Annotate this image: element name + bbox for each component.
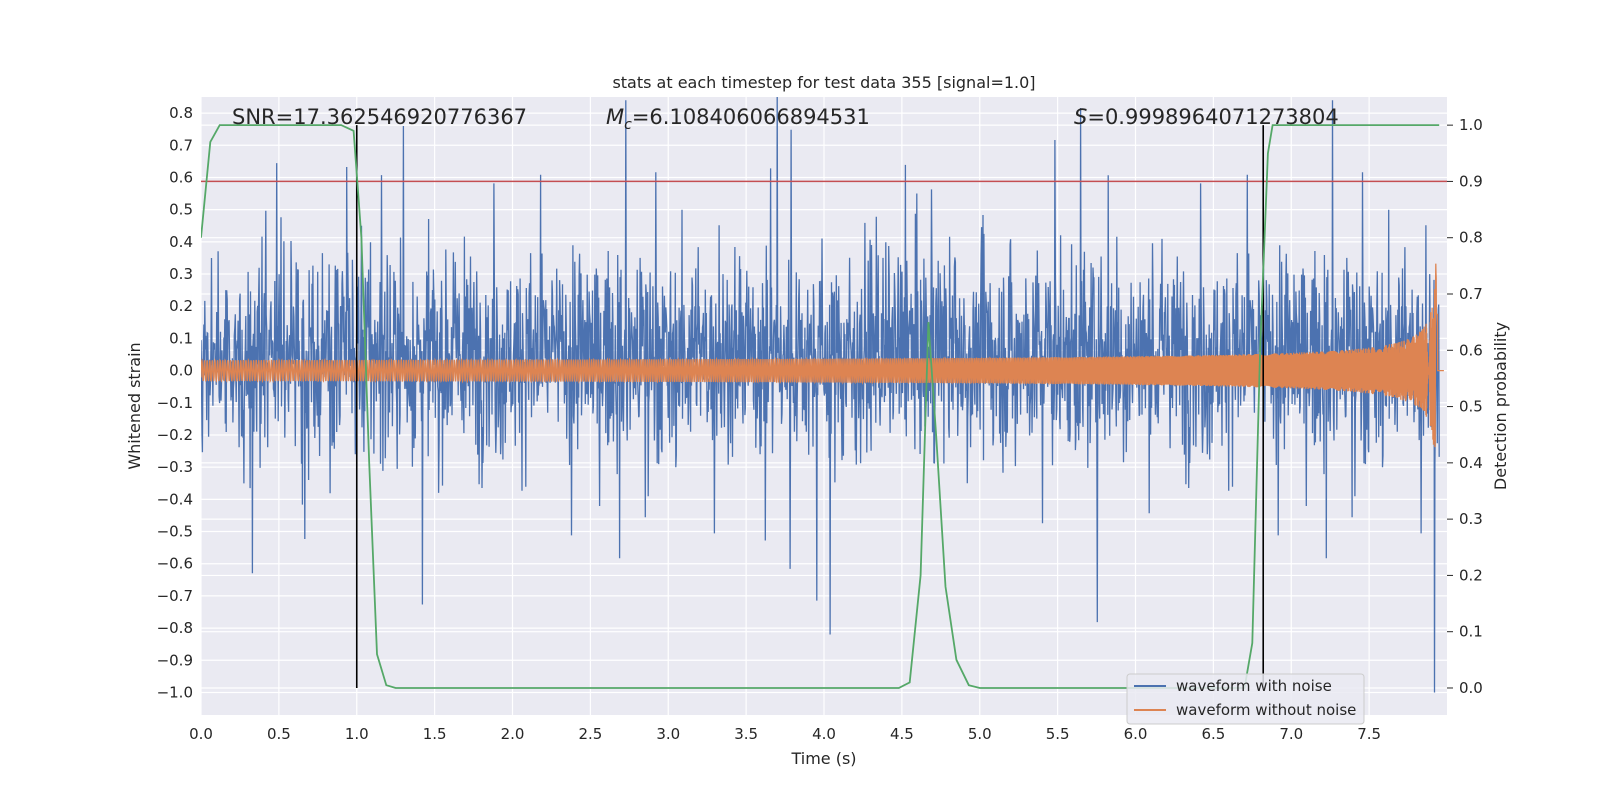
series-layer <box>201 97 1447 693</box>
x-axis-ticks: 0.0 0.5 1.0 1.5 2.0 2.5 3.0 3.5 4.0 4.5 5.0 5.5 6.0 6… <box>189 725 1381 743</box>
y2-tick-label: 0.6 <box>1459 341 1483 359</box>
score-annotation: S=0.9998964071273804 <box>1074 105 1339 129</box>
y-tick-label: 0.5 <box>169 201 193 219</box>
y-tick-label: 0.7 <box>169 136 193 154</box>
x-tick-label: 4.5 <box>890 725 914 743</box>
y2-tick-label: 0.0 <box>1459 679 1483 697</box>
y2-tick-label: 0.7 <box>1459 285 1483 303</box>
legend-box <box>1126 673 1365 725</box>
series-detection-probability <box>201 124 1440 689</box>
x-tick-label: 3.0 <box>656 725 680 743</box>
y-tick-label: −0.2 <box>157 426 193 444</box>
x-tick-label: 0.0 <box>189 725 213 743</box>
snr-annotation: SNR=17.362546920776367 <box>232 105 527 129</box>
x-tick-label: 6.5 <box>1201 725 1225 743</box>
series-waveform-with-noise <box>201 97 1440 693</box>
x-tick-label: 1.0 <box>345 725 369 743</box>
y2-tick-label: 0.4 <box>1459 454 1483 472</box>
x-tick-label: 1.5 <box>423 725 447 743</box>
y-tick-label: −0.4 <box>157 490 193 508</box>
y-tick-label: 0.1 <box>169 329 193 347</box>
y-tick-label: 0.8 <box>169 104 193 122</box>
series-waveform-without-noise <box>201 263 1444 448</box>
x-tick-label: 3.5 <box>734 725 758 743</box>
y-tick-label: −0.8 <box>157 619 193 637</box>
y-axis-label: Whitened strain <box>125 342 144 469</box>
y-tick-label: −0.3 <box>157 458 193 476</box>
x-tick-label: 7.0 <box>1279 725 1303 743</box>
legend-label-noisy: waveform with noise <box>1176 677 1332 695</box>
legend: waveform with noise waveform without noi… <box>1126 673 1365 725</box>
x-tick-label: 0.5 <box>267 725 291 743</box>
x-tick-label: 4.0 <box>812 725 836 743</box>
y2-tick-label: 0.1 <box>1459 623 1483 641</box>
y-tick-label: 0.6 <box>169 168 193 186</box>
x-tick-label: 2.0 <box>501 725 525 743</box>
x-tick-label: 5.5 <box>1046 725 1070 743</box>
y-tick-label: 0.2 <box>169 297 193 315</box>
y2-tick-label: 1.0 <box>1459 116 1483 134</box>
x-tick-label: 6.0 <box>1124 725 1148 743</box>
y-tick-label: 0.3 <box>169 265 193 283</box>
y-tick-label: −0.7 <box>157 587 193 605</box>
y2-tick-label: 0.3 <box>1459 510 1483 528</box>
y2-tick-label: 0.9 <box>1459 172 1483 190</box>
y2-axis-ticks: 0.0 0.1 0.2 0.3 0.4 0.5 0.6 0.7 0.8 0.9 1.0 <box>1447 116 1483 697</box>
y-tick-label: −0.6 <box>157 555 193 573</box>
x-axis-label: Time (s) <box>790 749 856 768</box>
x-tick-label: 7.5 <box>1357 725 1381 743</box>
y-tick-label: −0.1 <box>157 394 193 412</box>
y-tick-label: 0.4 <box>169 233 193 251</box>
x-tick-label: 2.5 <box>578 725 602 743</box>
legend-label-clean: waveform without noise <box>1176 701 1356 719</box>
y-tick-label: −0.5 <box>157 523 193 541</box>
y-tick-label: −1.0 <box>157 683 193 701</box>
chirp-mass-annotation: Mc=6.108406066894531 <box>606 105 870 133</box>
y2-tick-label: 0.2 <box>1459 566 1483 584</box>
y-tick-label: 0.0 <box>169 362 193 380</box>
y-tick-label: −0.9 <box>157 651 193 669</box>
x-tick-label: 5.0 <box>968 725 992 743</box>
chart-title: stats at each timestep for test data 355… <box>612 73 1035 92</box>
y2-tick-label: 0.5 <box>1459 398 1483 416</box>
y2-axis-label: Detection probability <box>1491 322 1510 490</box>
y2-tick-label: 0.8 <box>1459 229 1483 247</box>
y-axis-ticks: 0.8 0.7 0.6 0.5 0.4 0.3 0.2 0.1 0.0 −0.1 −0.2 −0.3 −… <box>157 104 193 701</box>
